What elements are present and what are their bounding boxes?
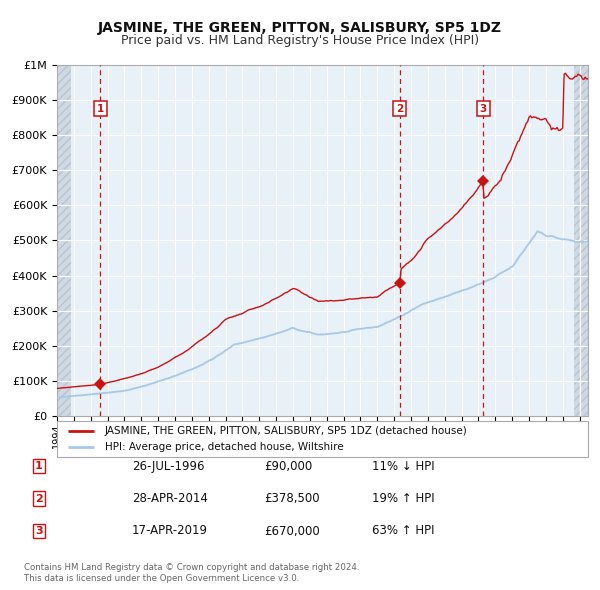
Text: HPI: Average price, detached house, Wiltshire: HPI: Average price, detached house, Wilt… [105, 442, 343, 453]
Text: JASMINE, THE GREEN, PITTON, SALISBURY, SP5 1DZ (detached house): JASMINE, THE GREEN, PITTON, SALISBURY, S… [105, 425, 467, 435]
Bar [574, 65, 588, 416]
Text: £670,000: £670,000 [264, 525, 320, 537]
Text: 3: 3 [479, 104, 487, 114]
Text: 1: 1 [97, 104, 104, 114]
Text: 26-JUL-1996: 26-JUL-1996 [132, 460, 205, 473]
Text: 19% ↑ HPI: 19% ↑ HPI [372, 492, 434, 505]
Text: 63% ↑ HPI: 63% ↑ HPI [372, 525, 434, 537]
Text: Price paid vs. HM Land Registry's House Price Index (HPI): Price paid vs. HM Land Registry's House … [121, 34, 479, 47]
Text: JASMINE, THE GREEN, PITTON, SALISBURY, SP5 1DZ: JASMINE, THE GREEN, PITTON, SALISBURY, S… [98, 21, 502, 35]
Text: 28-APR-2014: 28-APR-2014 [132, 492, 208, 505]
Text: 1: 1 [35, 461, 43, 471]
Text: 2: 2 [396, 104, 403, 114]
Bar [57, 65, 71, 416]
Text: Contains HM Land Registry data © Crown copyright and database right 2024.
This d: Contains HM Land Registry data © Crown c… [24, 563, 359, 583]
Text: 2: 2 [35, 494, 43, 503]
Text: 3: 3 [35, 526, 43, 536]
Text: £90,000: £90,000 [264, 460, 312, 473]
Text: 11% ↓ HPI: 11% ↓ HPI [372, 460, 434, 473]
Text: £378,500: £378,500 [264, 492, 320, 505]
Text: 17-APR-2019: 17-APR-2019 [132, 525, 208, 537]
